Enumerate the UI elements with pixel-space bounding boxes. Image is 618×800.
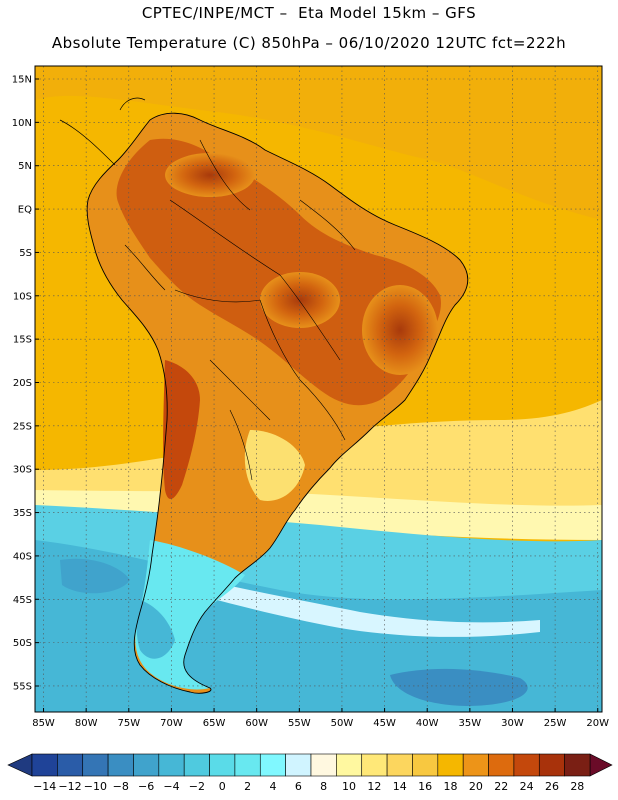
lon-label: 55W — [288, 718, 311, 729]
cold-patch-west — [60, 558, 130, 594]
lat-label: 20S — [13, 378, 32, 389]
colorbar-label: 24 — [520, 780, 534, 793]
lon-label: 70W — [160, 718, 183, 729]
colorbar-max-arrow — [589, 753, 613, 777]
colorbar-label: 26 — [545, 780, 559, 793]
lat-label: 25S — [13, 421, 32, 432]
colorbar-swatch — [564, 753, 591, 777]
colorbar-swatch — [183, 753, 210, 777]
colorbar-label: −6 — [138, 780, 154, 793]
lat-label: 5N — [18, 161, 32, 172]
colorbar-swatch — [285, 753, 312, 777]
patagonia-cold-core — [136, 600, 175, 659]
hot-interior-amazon — [116, 138, 441, 406]
lon-label: 35W — [459, 718, 482, 729]
lat-label: 5S — [19, 248, 32, 259]
colorbar-label: 10 — [342, 780, 356, 793]
lon-label: 50W — [331, 718, 354, 729]
lat-lon-grid — [35, 66, 602, 712]
longitude-labels: 85W 80W 75W 70W 65W 60W 55W 50W 45W 40W 35W 30W 25W 2… — [32, 708, 609, 729]
colorbar-label: −10 — [84, 780, 107, 793]
colorbar-swatch — [31, 753, 58, 777]
colorbar-swatch — [462, 753, 489, 777]
colorbar-swatch — [488, 753, 515, 777]
lat-label: 35S — [13, 508, 32, 519]
map-title-line-2: Absolute Temperature (C) 850hPa – 06/10/… — [51, 34, 567, 52]
colorbar-swatch — [82, 753, 109, 777]
colorbar-label: 2 — [244, 780, 251, 793]
cold-core — [390, 668, 528, 706]
colorbar-swatch — [412, 753, 439, 777]
hot-core-central — [260, 272, 340, 328]
lat-label: 55S — [13, 681, 32, 692]
colorbar-swatch — [107, 753, 134, 777]
colorbar-swatch — [361, 753, 388, 777]
colorbar-label: 0 — [219, 780, 226, 793]
lat-label: 30S — [13, 465, 32, 476]
lon-label: 40W — [416, 718, 439, 729]
hot-core-east — [362, 285, 438, 375]
colorbar-label: 14 — [393, 780, 407, 793]
colorbar-swatch — [234, 753, 261, 777]
colorbar-label: −4 — [163, 780, 179, 793]
colorbar-swatch — [336, 753, 363, 777]
colorbar-swatch — [259, 753, 286, 777]
colorbar-min-arrow — [7, 753, 33, 777]
lat-label: 10S — [13, 291, 32, 302]
lon-label: 60W — [245, 718, 268, 729]
colorbar-label: −2 — [189, 780, 205, 793]
colorbar-label: 22 — [494, 780, 508, 793]
map-title-line-1: CPTEC/INPE/MCT – Eta Model 15km – GFS — [141, 4, 477, 22]
lon-label: 20W — [586, 718, 609, 729]
colorbar-label: −8 — [113, 780, 129, 793]
lon-label: 45W — [373, 718, 396, 729]
colorbar-label: 28 — [570, 780, 584, 793]
colorbar-swatch — [386, 753, 413, 777]
colorbar-swatch — [57, 753, 84, 777]
colorbar-label: 4 — [269, 780, 276, 793]
hot-andes-strip — [163, 360, 200, 500]
pale-cold-front — [160, 570, 540, 637]
colorbar-swatch — [133, 753, 160, 777]
colorbar-swatch — [209, 753, 236, 777]
lon-label: 30W — [501, 718, 524, 729]
map-frame — [34, 65, 603, 713]
lon-label: 65W — [203, 718, 226, 729]
colorbar-label: 20 — [469, 780, 483, 793]
colorbar-label: 8 — [320, 780, 327, 793]
colorbar-swatch — [158, 753, 185, 777]
colorbar-swatch — [437, 753, 464, 777]
colorbar-swatch — [513, 753, 540, 777]
temperature-colorbar: −14 −12 −10 −8 −6 −4 −2 0 2 4 6 8 10 12 14 16 18 20 22 24 26… — [7, 753, 613, 793]
lat-label: 10N — [12, 118, 32, 129]
north-warm-band — [35, 66, 602, 220]
colorbar-label: 18 — [444, 780, 458, 793]
colorbar-label: −14 — [33, 780, 56, 793]
colorbar-label: 16 — [418, 780, 432, 793]
colorbar-swatch — [538, 753, 565, 777]
lon-label: 80W — [75, 718, 98, 729]
hot-core-north — [165, 153, 255, 197]
lat-label: 50S — [13, 638, 32, 649]
lat-label: 15N — [12, 75, 32, 86]
latitude-labels: 15N 10N 5N EQ 5S 10S 15S 20S 25S 30S 35S 40S 45S 50S 5… — [12, 75, 39, 692]
lat-label: 15S — [13, 335, 32, 346]
colorbar-swatch — [310, 753, 337, 777]
colorbar-label: 12 — [367, 780, 381, 793]
colorbar-label: 6 — [295, 780, 302, 793]
lat-label: 45S — [13, 595, 32, 606]
lat-label: 40S — [13, 551, 32, 562]
lon-label: 85W — [32, 718, 55, 729]
pampas-yellow — [244, 430, 305, 501]
lon-label: 25W — [544, 718, 567, 729]
lon-label: 75W — [117, 718, 140, 729]
lat-label: EQ — [18, 205, 32, 216]
colorbar-label: −12 — [58, 780, 81, 793]
country-borders — [59, 97, 469, 694]
